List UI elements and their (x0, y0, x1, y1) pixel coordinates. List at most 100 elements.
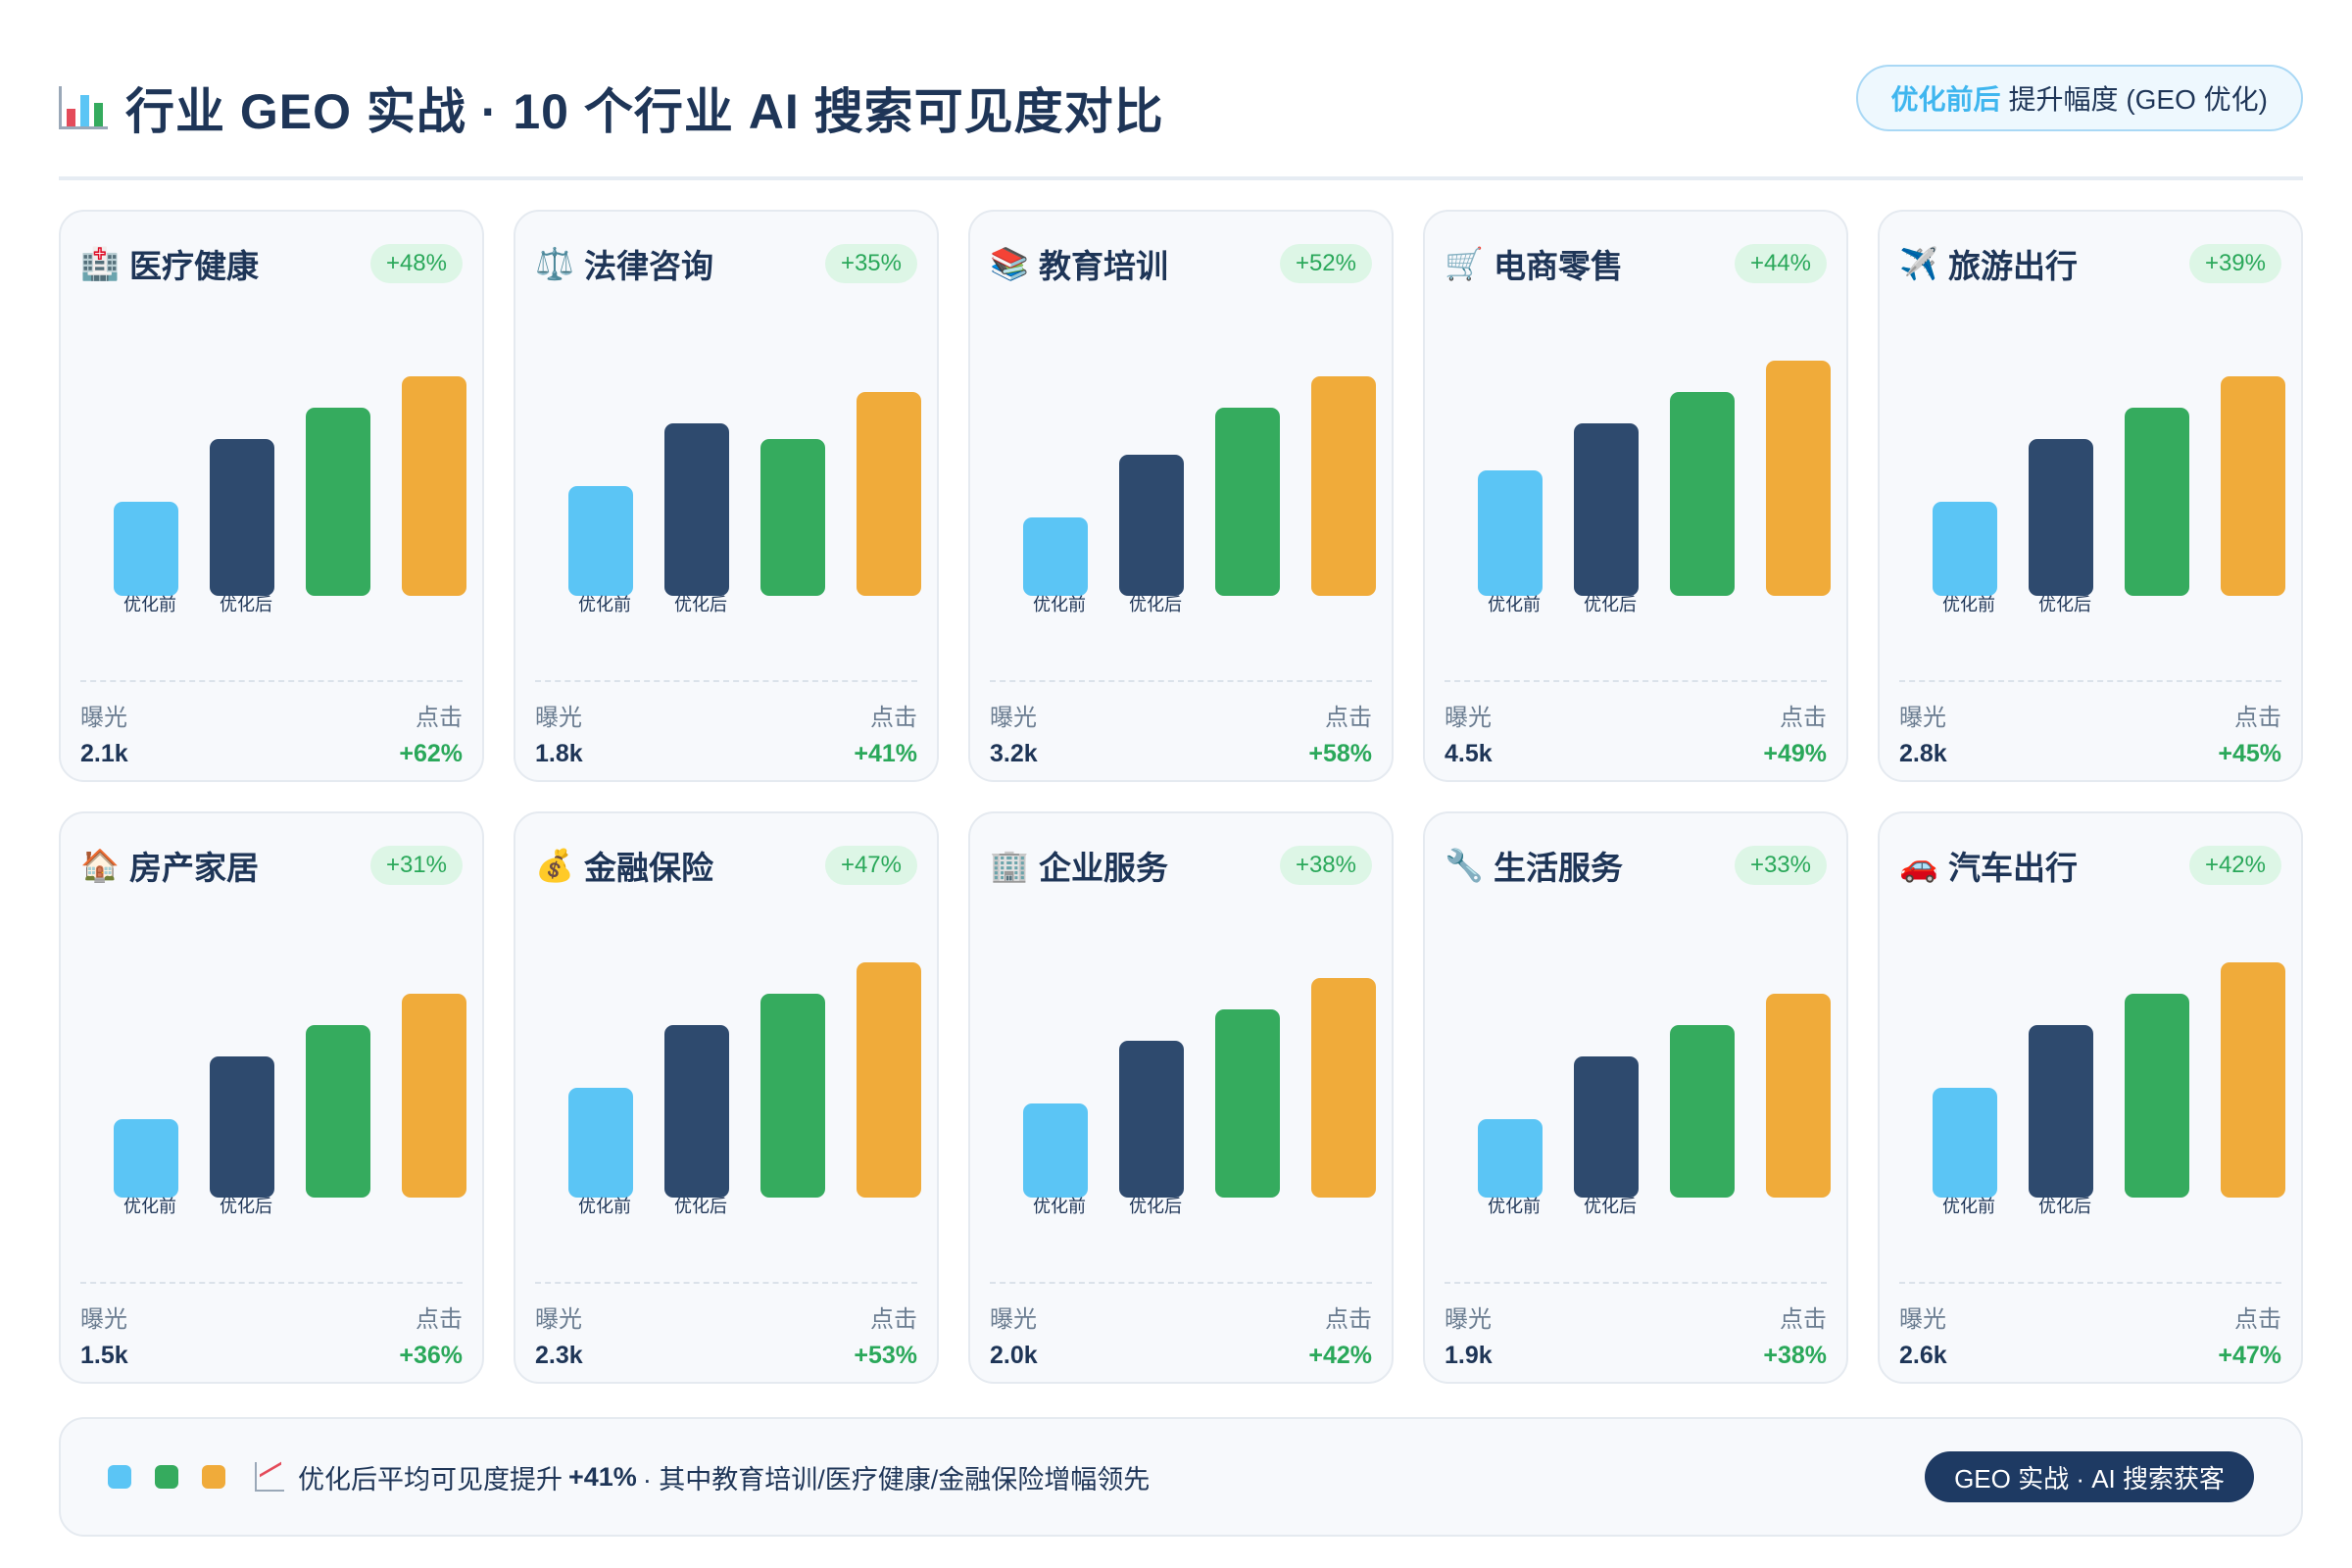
impressions-label: 曝光 (535, 1306, 582, 1333)
car-icon: 🚗 (1899, 848, 1938, 883)
impressions-label: 曝光 (1445, 705, 1492, 731)
card-title-text: 生活服务 (1494, 850, 1623, 886)
airplane-icon: ✈️ (1899, 246, 1938, 281)
bar-chart: 优化前 优化后 (990, 911, 1376, 1421)
card-divider (1445, 680, 1827, 682)
header: 行业 GEO 实战 · 10 个行业 AI 搜索可见度对比 优化前后 提升幅度 … (59, 59, 2303, 180)
bar-chart-svg: 优化前 优化后 (568, 962, 921, 1217)
legend-dot-green (155, 1465, 178, 1489)
card-title-text: 教育培训 (1039, 248, 1168, 284)
legend-pill: 优化前后 提升幅度 (GEO 优化) (1855, 65, 2303, 131)
bar-before (1023, 517, 1088, 596)
bar-after (664, 1025, 729, 1198)
bar-third (306, 408, 370, 596)
bar-third (1215, 408, 1280, 596)
wrench-icon: 🔧 (1445, 848, 1484, 883)
bar-chart-svg: 优化前 优化后 (568, 392, 921, 615)
bar-chart-svg: 优化前 优化后 (114, 376, 466, 615)
card-title: 📚 教育培训 (990, 240, 1168, 287)
impressions-value: 1.8k (535, 740, 583, 767)
growth-badge: +48% (369, 244, 463, 283)
card-divider (990, 1282, 1372, 1284)
card-divider (1899, 680, 2281, 682)
clicks-stat: 点击 +36% (399, 1299, 463, 1370)
bar-third (306, 1025, 370, 1198)
industry-card: 🏢 企业服务 +38% 优化前 优化后 曝光 2.0k 点击 +42% (968, 811, 1394, 1384)
industry-card: ✈️ 旅游出行 +39% 优化前 优化后 曝光 2.8k 点击 +45% (1878, 210, 2303, 782)
bar-fourth (1766, 994, 1831, 1198)
bar-chart: 优化前 优化后 (80, 911, 466, 1421)
bar-chart: 优化前 优化后 (1899, 310, 2285, 819)
impressions-label: 曝光 (80, 1306, 127, 1333)
card-title-text: 金融保险 (584, 850, 713, 886)
card-title: 🛒 电商零售 (1445, 240, 1623, 287)
clicks-value: +62% (399, 740, 463, 767)
bar-chart-svg: 优化前 优化后 (1023, 376, 1376, 615)
clicks-value: +38% (1763, 1342, 1827, 1369)
card-title-text: 汽车出行 (1948, 850, 2078, 886)
bar-label-after: 优化后 (220, 1197, 272, 1217)
clicks-label: 点击 (870, 705, 917, 731)
bar-before (1478, 1119, 1543, 1198)
bar-fourth (1311, 978, 1376, 1198)
card-header: 🏠 房产家居 +31% (80, 841, 463, 890)
impressions-value: 4.5k (1445, 740, 1493, 767)
bar-after (210, 1056, 274, 1198)
bar-fourth (857, 962, 921, 1198)
bar-before (114, 1119, 178, 1198)
bar-chart-icon (59, 86, 108, 129)
industry-card: 🔧 生活服务 +33% 优化前 优化后 曝光 1.9k 点击 +38% (1423, 811, 1848, 1384)
card-header: 🛒 电商零售 +44% (1445, 239, 1827, 288)
clicks-label: 点击 (2234, 705, 2281, 731)
clicks-label: 点击 (1780, 705, 1827, 731)
industry-card: 🏥 医疗健康 +48% 优化前 优化后 曝光 2.1k 点击 +62% (59, 210, 484, 782)
card-header: 📚 教育培训 +52% (990, 239, 1372, 288)
impressions-label: 曝光 (990, 705, 1037, 731)
page-title: 行业 GEO 实战 · 10 个行业 AI 搜索可见度对比 (59, 73, 1164, 143)
bar-fourth (402, 376, 466, 596)
hospital-icon: 🏥 (80, 246, 120, 281)
growth-badge: +33% (1734, 846, 1827, 885)
card-divider (990, 680, 1372, 682)
industry-card: 📚 教育培训 +52% 优化前 优化后 曝光 3.2k 点击 +58% (968, 210, 1394, 782)
impressions-label: 曝光 (80, 705, 127, 731)
clicks-stat: 点击 +49% (1763, 698, 1827, 768)
bar-fourth (2221, 962, 2285, 1198)
bar-label-after: 优化后 (2038, 595, 2091, 615)
bar-chart: 优化前 优化后 (80, 310, 466, 819)
page-title-text: 行业 GEO 实战 · 10 个行业 AI 搜索可见度对比 (125, 84, 1164, 139)
bar-after (664, 423, 729, 596)
impressions-stat: 曝光 2.8k (1899, 698, 1947, 768)
industry-card: 🛒 电商零售 +44% 优化前 优化后 曝光 4.5k 点击 +49% (1423, 210, 1848, 782)
bar-fourth (1766, 361, 1831, 596)
clicks-label: 点击 (2234, 1306, 2281, 1333)
impressions-stat: 曝光 2.1k (80, 698, 128, 768)
bar-chart-svg: 优化前 优化后 (1933, 962, 2285, 1217)
impressions-value: 2.3k (535, 1342, 583, 1369)
clicks-stat: 点击 +41% (854, 698, 917, 768)
clicks-label: 点击 (870, 1306, 917, 1333)
bar-label-after: 优化后 (1584, 595, 1637, 615)
card-header: ⚖️ 法律咨询 +35% (535, 239, 917, 288)
bar-label-after: 优化后 (674, 595, 727, 615)
impressions-value: 1.5k (80, 1342, 128, 1369)
clicks-stat: 点击 +38% (1763, 1299, 1827, 1370)
card-title-text: 电商零售 (1494, 248, 1623, 284)
legend-strong: 优化前后 (1890, 84, 2001, 115)
card-header: 🏢 企业服务 +38% (990, 841, 1372, 890)
impressions-stat: 曝光 4.5k (1445, 698, 1493, 768)
bar-label-before: 优化前 (1488, 595, 1541, 615)
bar-before (1478, 470, 1543, 596)
bar-label-before: 优化前 (1033, 1197, 1086, 1217)
footer-highlight: +41% (568, 1461, 637, 1492)
bar-label-before: 优化前 (123, 595, 176, 615)
impressions-stat: 曝光 1.5k (80, 1299, 128, 1370)
bar-third (1670, 1025, 1735, 1198)
bar-chart: 优化前 优化后 (1445, 911, 1831, 1421)
growth-badge: +47% (824, 846, 917, 885)
growth-badge: +35% (824, 244, 917, 283)
books-icon: 📚 (990, 246, 1029, 281)
impressions-value: 3.2k (990, 740, 1038, 767)
bar-label-before: 优化前 (578, 595, 631, 615)
industry-card: 🚗 汽车出行 +42% 优化前 优化后 曝光 2.6k 点击 +47% (1878, 811, 2303, 1384)
